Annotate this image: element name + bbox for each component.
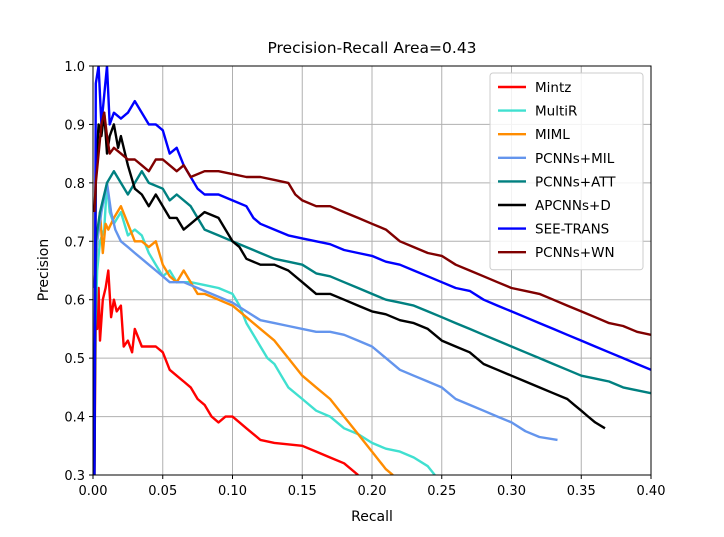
legend-label: PCNNs+ATT bbox=[535, 174, 616, 190]
series-lines bbox=[93, 66, 651, 475]
series-line-see-trans bbox=[93, 66, 651, 475]
legend-label: SEE-TRANS bbox=[535, 222, 609, 238]
y-tick-label: 1.0 bbox=[64, 60, 85, 75]
legend-label: PCNNs+WN bbox=[535, 245, 615, 261]
legend-label: MIML bbox=[535, 127, 570, 143]
x-tick-label: 0.10 bbox=[218, 484, 247, 499]
chart-title: Precision-Recall Area=0.43 bbox=[267, 39, 476, 57]
x-tick-label: 0.25 bbox=[427, 484, 456, 499]
series-line-miml bbox=[93, 205, 394, 475]
y-tick-label: 0.4 bbox=[64, 411, 85, 426]
legend-label: MultiR bbox=[535, 104, 577, 120]
legend-label: APCNNs+D bbox=[535, 198, 611, 214]
y-tick-label: 0.3 bbox=[64, 469, 85, 484]
x-tick-label: 0.00 bbox=[79, 484, 108, 499]
series-line-pcnns-att bbox=[93, 170, 651, 475]
y-tick-label: 0.6 bbox=[64, 294, 85, 309]
y-tick-label: 0.5 bbox=[64, 352, 85, 367]
series-line-pcnns-wn bbox=[93, 111, 651, 336]
x-tick-label: 0.35 bbox=[567, 484, 596, 499]
y-tick-label: 0.9 bbox=[64, 118, 85, 133]
x-tick-label: 0.05 bbox=[148, 484, 177, 499]
legend-label: PCNNs+MIL bbox=[535, 151, 615, 167]
y-tick-label: 0.7 bbox=[64, 235, 85, 250]
y-tick-label: 0.8 bbox=[64, 177, 85, 192]
x-tick-label: 0.40 bbox=[637, 484, 666, 499]
legend-label: Mintz bbox=[535, 80, 571, 96]
x-tick-label: 0.20 bbox=[358, 484, 387, 499]
series-line-pcnns-mil bbox=[93, 181, 558, 442]
x-tick-label: 0.30 bbox=[497, 484, 526, 499]
axis-ticks: 0.00 0.05 0.10 0.15 0.20 0.25 0.30 0.35 0.40 0.3 0… bbox=[64, 60, 665, 499]
legend-box bbox=[489, 72, 644, 271]
series-line-mintz bbox=[93, 269, 359, 475]
series-line-apcnns-d bbox=[93, 111, 606, 475]
series-line-multir bbox=[93, 181, 436, 475]
x-tick-label: 0.15 bbox=[288, 484, 317, 499]
x-axis-label: Recall bbox=[351, 509, 393, 525]
legend: Mintz MultiR MIML PCNNs+MIL PCNNs+ATT APCNNs+… bbox=[489, 72, 644, 271]
y-axis-label: Precision bbox=[36, 239, 52, 301]
